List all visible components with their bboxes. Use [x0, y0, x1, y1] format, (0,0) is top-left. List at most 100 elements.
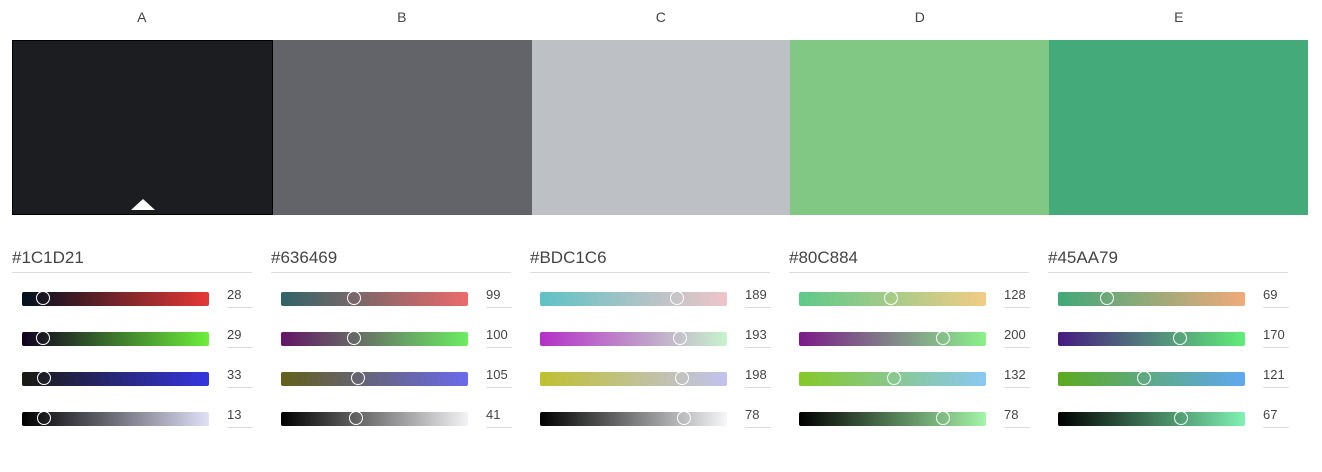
channel-value[interactable]: 28: [227, 286, 253, 308]
slider-thumb[interactable]: [675, 371, 690, 385]
channel-value[interactable]: 193: [745, 326, 771, 348]
slider-row: 29: [12, 313, 253, 353]
slider-track[interactable]: [22, 372, 209, 386]
slider-thumb[interactable]: [887, 371, 902, 385]
slider-row: 121: [1048, 353, 1289, 393]
slider-thumb[interactable]: [348, 411, 363, 425]
column-letter-a: A: [137, 9, 147, 25]
slider-track[interactable]: [281, 372, 468, 386]
color-editor-d: #80C884 128 200 132 78: [789, 246, 1030, 433]
color-editor-b: #636469 99 100 105 41: [271, 246, 512, 433]
slider-row: 33: [12, 353, 253, 393]
slider-track[interactable]: [22, 292, 209, 306]
slider-track[interactable]: [540, 412, 727, 426]
slider-track[interactable]: [281, 292, 468, 306]
slider-thumb[interactable]: [346, 291, 361, 305]
slider-thumb[interactable]: [1099, 291, 1114, 305]
channel-value[interactable]: 170: [1263, 326, 1289, 348]
column-letter-e: E: [1174, 9, 1184, 25]
column-letter-c: C: [655, 9, 667, 25]
slider-thumb[interactable]: [35, 291, 50, 305]
channel-value[interactable]: 100: [486, 326, 512, 348]
slider-row: 67: [1048, 393, 1289, 433]
slider-row: 78: [530, 393, 771, 433]
slider-thumb[interactable]: [350, 371, 365, 385]
slider-thumb[interactable]: [669, 291, 684, 305]
slider-row: 132: [789, 353, 1030, 393]
swatch-b[interactable]: [273, 40, 532, 215]
channel-value[interactable]: 33: [227, 366, 253, 388]
slider-track[interactable]: [540, 332, 727, 346]
slider-track[interactable]: [1058, 372, 1245, 386]
channel-value[interactable]: 128: [1004, 286, 1030, 308]
slider-thumb[interactable]: [37, 411, 52, 425]
slider-track[interactable]: [1058, 332, 1245, 346]
slider-thumb[interactable]: [676, 411, 691, 425]
slider-thumb[interactable]: [883, 291, 898, 305]
column-letter-d: D: [914, 9, 926, 25]
channel-value[interactable]: 29: [227, 326, 253, 348]
channel-value[interactable]: 189: [745, 286, 771, 308]
channel-value[interactable]: 67: [1263, 406, 1289, 428]
slider-row: 99: [271, 273, 512, 313]
slider-row: 28: [12, 273, 253, 313]
slider-row: 13: [12, 393, 253, 433]
slider-thumb[interactable]: [346, 331, 361, 345]
slider-track[interactable]: [22, 412, 209, 426]
slider-row: 170: [1048, 313, 1289, 353]
slider-row: 41: [271, 393, 512, 433]
slider-row: 105: [271, 353, 512, 393]
color-swatch-strip: [12, 40, 1308, 215]
channel-value[interactable]: 99: [486, 286, 512, 308]
swatch-a[interactable]: [12, 40, 273, 215]
slider-row: 200: [789, 313, 1030, 353]
channel-value[interactable]: 198: [745, 366, 771, 388]
slider-thumb[interactable]: [1172, 331, 1187, 345]
color-editor-c: #BDC1C6 189 193 198 78: [530, 246, 771, 433]
channel-value[interactable]: 132: [1004, 366, 1030, 388]
channel-value[interactable]: 121: [1263, 366, 1289, 388]
slider-track[interactable]: [540, 292, 727, 306]
slider-thumb[interactable]: [1174, 411, 1189, 425]
hex-input[interactable]: #BDC1C6: [530, 246, 770, 273]
channel-value[interactable]: 78: [745, 406, 771, 428]
swatch-c[interactable]: [532, 40, 790, 215]
slider-row: 193: [530, 313, 771, 353]
hex-input[interactable]: #45AA79: [1048, 246, 1288, 273]
channel-value[interactable]: 200: [1004, 326, 1030, 348]
slider-thumb[interactable]: [37, 371, 52, 385]
slider-thumb[interactable]: [35, 331, 50, 345]
hex-input[interactable]: #1C1D21: [12, 246, 252, 273]
channel-value[interactable]: 13: [227, 406, 253, 428]
slider-track[interactable]: [22, 332, 209, 346]
slider-track[interactable]: [1058, 292, 1245, 306]
slider-row: 128: [789, 273, 1030, 313]
slider-track[interactable]: [799, 412, 986, 426]
channel-value[interactable]: 41: [486, 406, 512, 428]
slider-row: 78: [789, 393, 1030, 433]
channel-value[interactable]: 69: [1263, 286, 1289, 308]
slider-track[interactable]: [281, 332, 468, 346]
hex-input[interactable]: #636469: [271, 246, 511, 273]
slider-row: 189: [530, 273, 771, 313]
selected-pointer-icon: [131, 199, 155, 210]
slider-thumb[interactable]: [935, 331, 950, 345]
column-letter-b: B: [397, 9, 407, 25]
hex-input[interactable]: #80C884: [789, 246, 1029, 273]
slider-track[interactable]: [799, 332, 986, 346]
swatch-d[interactable]: [790, 40, 1049, 215]
slider-track[interactable]: [281, 412, 468, 426]
slider-row: 69: [1048, 273, 1289, 313]
slider-track[interactable]: [540, 372, 727, 386]
color-editor-a: #1C1D21 28 29 33 13: [12, 246, 253, 433]
slider-thumb[interactable]: [935, 411, 950, 425]
color-editor-e: #45AA79 69 170 121 67: [1048, 246, 1289, 433]
slider-track[interactable]: [1058, 412, 1245, 426]
slider-thumb[interactable]: [673, 331, 688, 345]
slider-row: 100: [271, 313, 512, 353]
slider-row: 198: [530, 353, 771, 393]
slider-thumb[interactable]: [1137, 371, 1152, 385]
swatch-e[interactable]: [1049, 40, 1308, 215]
channel-value[interactable]: 78: [1004, 406, 1030, 428]
channel-value[interactable]: 105: [486, 366, 512, 388]
